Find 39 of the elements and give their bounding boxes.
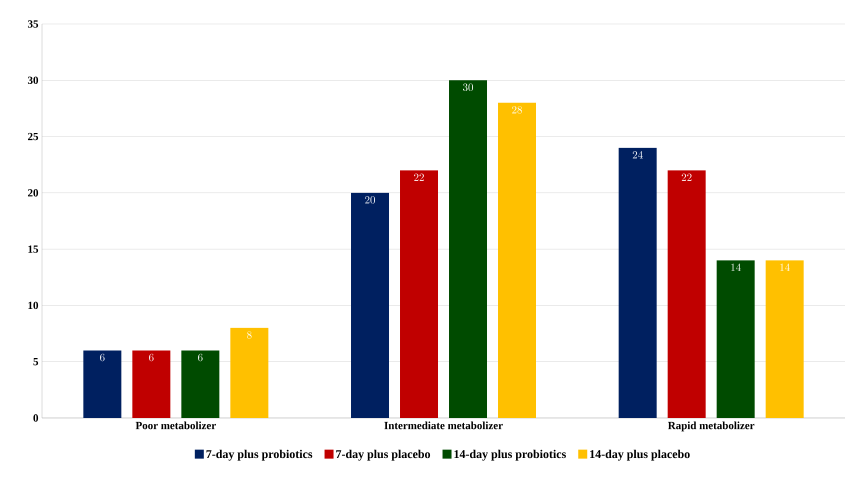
bar <box>230 328 268 418</box>
data-label: 22 <box>682 174 692 181</box>
data-label: 6 <box>198 354 203 362</box>
bar <box>400 170 438 418</box>
data-label: 20 <box>365 196 376 204</box>
bar <box>351 192 390 418</box>
bar <box>83 350 122 418</box>
y-tick-label: 20 <box>28 189 38 197</box>
data-label: 8 <box>247 331 252 339</box>
data-label: 22 <box>414 174 424 181</box>
data-label: 6 <box>149 354 154 362</box>
y-tick-label: 0 <box>33 414 38 422</box>
bar <box>618 148 657 418</box>
bar <box>668 170 706 418</box>
y-tick-label: 10 <box>28 302 38 310</box>
legend-label: 14-day plus probiotics <box>454 450 566 461</box>
legend-label: 7-day plus placebo <box>336 450 430 461</box>
y-tick-label: 5 <box>33 358 38 366</box>
bar <box>766 260 804 418</box>
data-label: 14 <box>780 264 790 271</box>
bar <box>716 260 755 418</box>
y-tick-label: 30 <box>28 76 38 84</box>
y-tick-label: 35 <box>28 20 38 28</box>
x-tick-label: Poor metabolizer <box>136 422 216 430</box>
x-tick-label: Intermediate metabolizer <box>384 422 503 430</box>
y-tick-label: 25 <box>28 132 38 140</box>
legend-label: 14-day plus placebo <box>590 450 690 461</box>
data-label: 6 <box>100 354 105 362</box>
y-tick-label: 15 <box>28 245 38 253</box>
x-tick-label: Rapid metabolizer <box>668 422 754 432</box>
bar <box>449 80 488 418</box>
legend-label: 7-day plus probiotics <box>206 450 312 461</box>
data-label: 14 <box>731 264 741 271</box>
bar <box>498 102 536 418</box>
data-label: 24 <box>632 150 643 158</box>
data-label: 28 <box>512 106 522 114</box>
data-label: 30 <box>463 84 474 92</box>
bar <box>181 350 220 418</box>
bar <box>132 350 170 418</box>
